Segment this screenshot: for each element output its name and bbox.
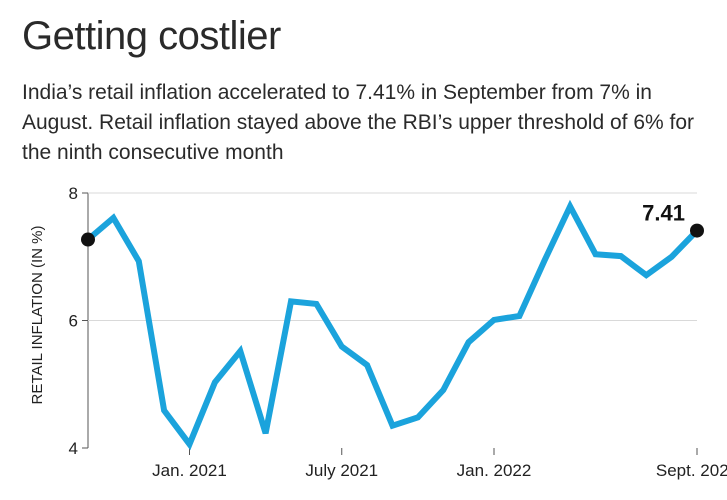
chart-title: Getting costlier [22,14,281,58]
x-tick-label: July 2021 [305,461,378,480]
y-tick-label: 4 [69,439,78,458]
y-tick-label: 8 [69,184,78,203]
chart-subtitle: India’s retail inflation accelerated to … [22,81,695,164]
y-axis-label: RETAIL INFLATION (IN %) [29,226,46,405]
start-point-marker [81,232,95,247]
end-value-label: 7.41 [642,201,685,226]
x-tick-label: Jan. 2022 [457,461,532,480]
x-tick-label: Jan. 2021 [152,461,227,480]
inflation-line [86,199,700,451]
x-tick-label: Sept. 2022 [656,461,727,480]
end-point-marker [690,223,704,238]
y-tick-label: 6 [69,312,78,331]
